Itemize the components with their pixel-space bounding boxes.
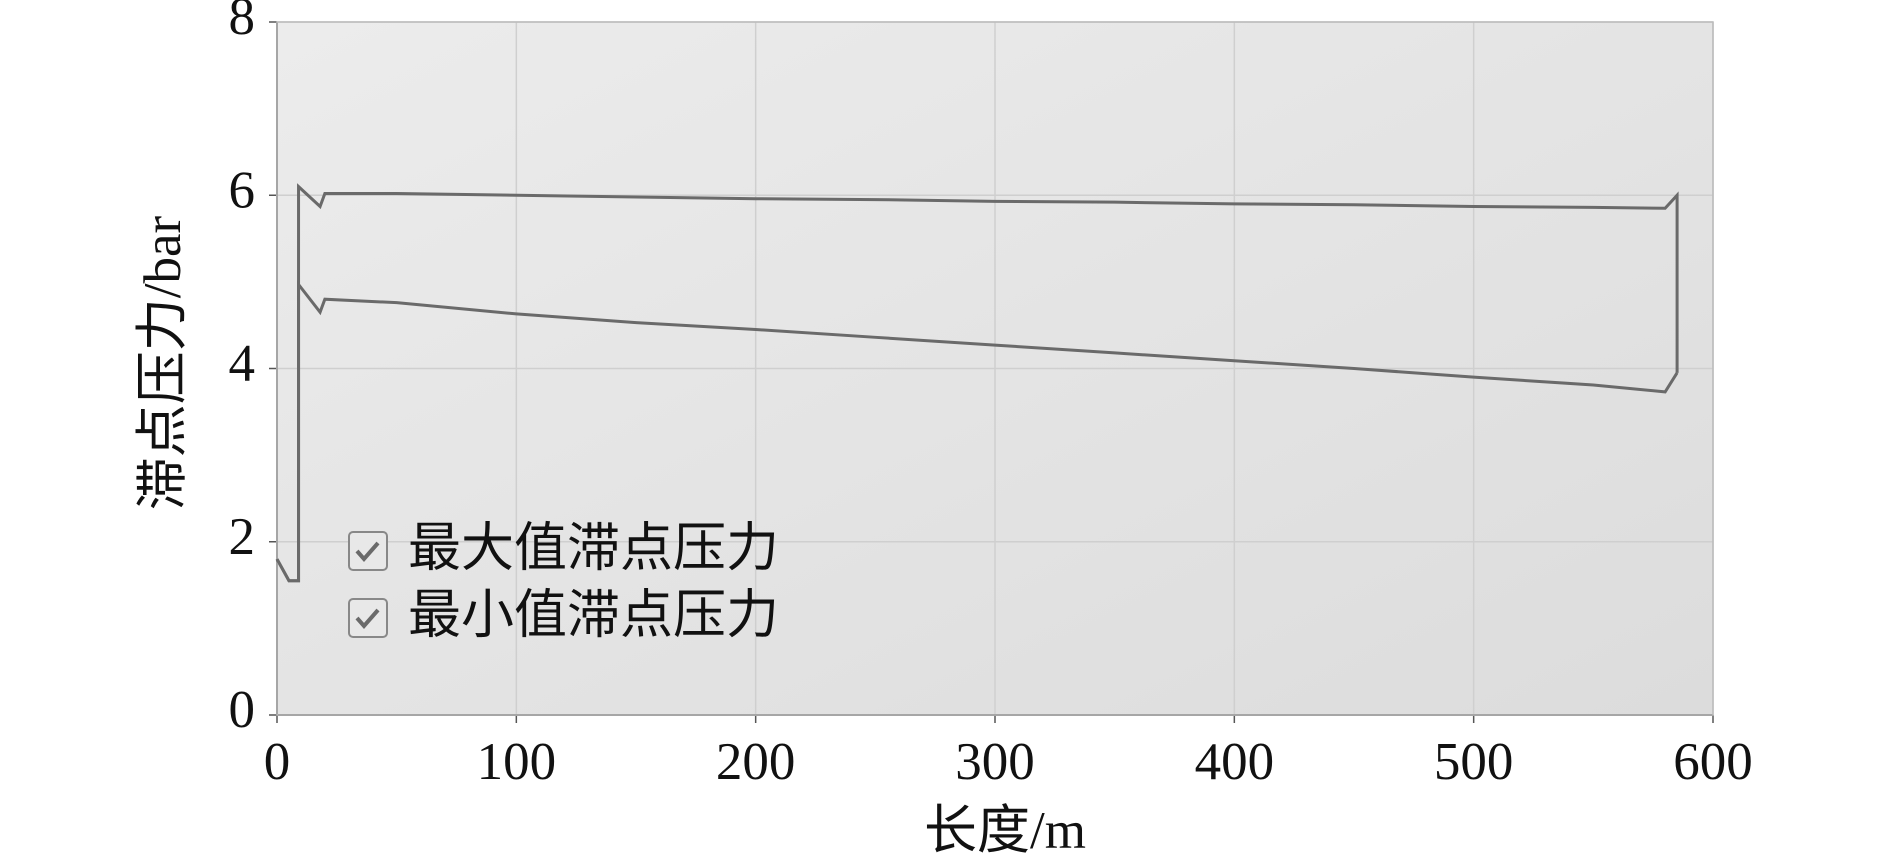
legend-checkbox[interactable] xyxy=(348,598,388,638)
legend-checkbox[interactable] xyxy=(348,531,388,571)
x-tick-label: 0 xyxy=(264,733,291,791)
data-line xyxy=(275,183,1679,583)
x-axis-title: 长度/m xyxy=(924,802,1086,860)
x-tick-label: 400 xyxy=(1195,733,1275,791)
x-tick-label: 200 xyxy=(716,733,796,791)
legend-label: 最大值滞点压力 xyxy=(408,518,779,579)
x-tick-label: 300 xyxy=(955,733,1035,791)
x-tick-label: 600 xyxy=(1673,733,1753,791)
legend-check xyxy=(355,541,380,563)
legend-check xyxy=(355,608,380,630)
y-tick-label: 8 xyxy=(229,0,256,46)
y-tick-label: 4 xyxy=(229,335,256,393)
plot-border xyxy=(276,21,1714,716)
x-tick-label: 500 xyxy=(1434,733,1514,791)
y-tick-label: 0 xyxy=(229,681,256,739)
legend-label: 最小值滞点压力 xyxy=(408,585,779,646)
y-tick-label: 2 xyxy=(229,508,256,566)
data-line xyxy=(275,280,1679,583)
y-axis-title: 滞点压力/bar xyxy=(134,215,192,510)
y-tick-label: 6 xyxy=(229,161,256,219)
x-tick-label: 100 xyxy=(477,733,557,791)
